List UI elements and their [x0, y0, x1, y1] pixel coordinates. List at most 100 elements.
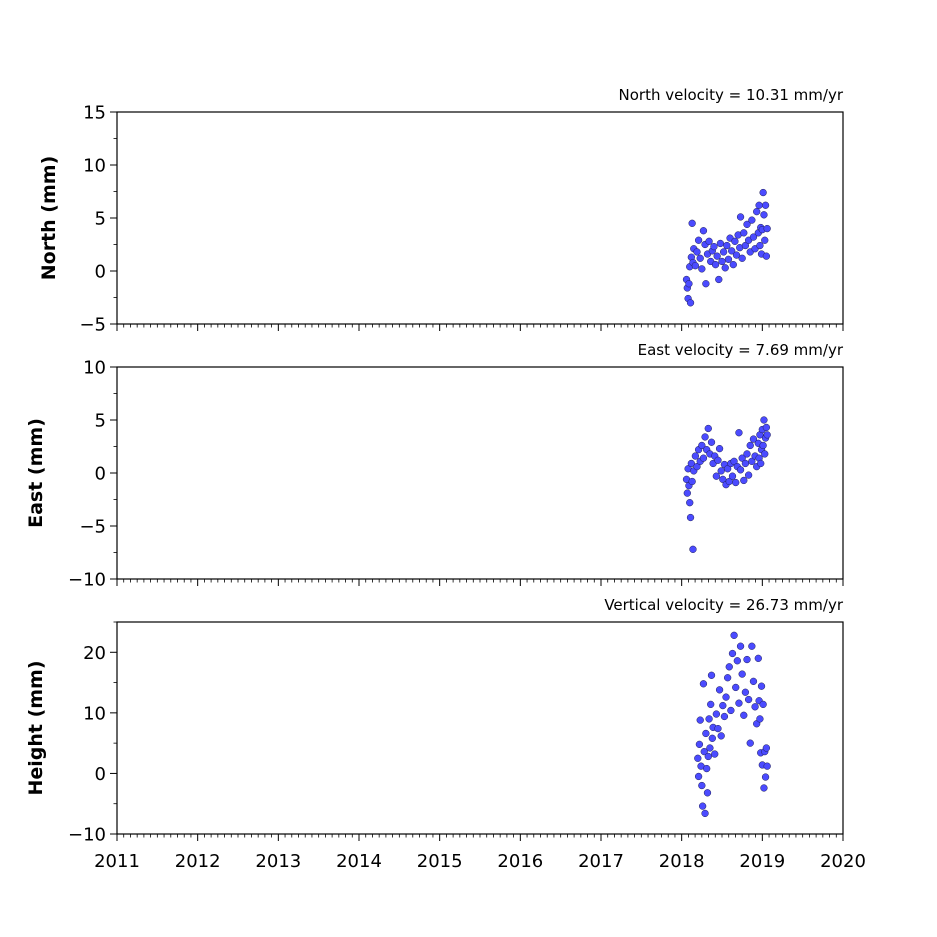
north-y-tick-label: 10: [83, 156, 106, 177]
north-data-point: [696, 254, 704, 262]
east-data-point: [698, 441, 706, 450]
north-data-point: [721, 264, 729, 272]
height-data-point: [720, 712, 729, 721]
height-data-point: [743, 655, 751, 664]
height-data-point: [728, 649, 737, 658]
height-x-tick-label: 2013: [255, 851, 301, 872]
east-data-point: [728, 472, 737, 480]
north-y-tick-label: 15: [83, 103, 106, 124]
east-data-point: [761, 450, 769, 458]
east-data-point: [738, 454, 746, 462]
height-data-point: [707, 671, 716, 679]
east-data-point: [757, 459, 765, 468]
east-data-point: [719, 475, 727, 484]
east-data-point: [735, 429, 743, 437]
height-data-point: [707, 700, 715, 709]
height-data-point: [701, 809, 709, 818]
height-data-point: [732, 683, 740, 692]
height-data-point: [700, 747, 708, 756]
height-y-tick-label: 10: [83, 703, 106, 724]
height-data-point: [714, 724, 722, 733]
east-data-point: [741, 459, 750, 468]
north-data-point: [716, 239, 725, 248]
north-data-point: [761, 201, 770, 209]
east-data-point: [715, 444, 724, 453]
height-y-tick-label: −10: [68, 825, 106, 846]
height-data-point: [706, 744, 714, 752]
height-data-point: [748, 642, 756, 650]
height-data-point: [757, 682, 766, 690]
east-data-point: [686, 513, 695, 522]
north-data-point: [699, 227, 708, 235]
east-data-point: [762, 423, 771, 432]
east-data-point: [732, 478, 740, 487]
east-data-point: [691, 452, 700, 460]
height-data-point: [735, 699, 743, 707]
height-data-point: [763, 762, 771, 770]
north-data-point: [719, 248, 728, 256]
north-data-point: [718, 257, 726, 266]
north-data-point: [760, 211, 768, 219]
north-data-point: [762, 252, 771, 260]
height-data-point: [705, 715, 713, 723]
height-data-point: [762, 744, 771, 752]
height-ylabel: Height (mm): [25, 660, 47, 795]
east-data-point: [693, 462, 701, 471]
height-y-tick-label: 0: [95, 764, 106, 785]
east-y-tick-label: 5: [95, 411, 106, 432]
height-data-point: [695, 740, 704, 749]
east-data-point: [689, 545, 697, 553]
east-data-point: [699, 454, 708, 462]
east-data-point: [736, 466, 745, 474]
east-ylabel: East (mm): [25, 418, 47, 528]
height-data-point: [694, 754, 702, 762]
height-x-tick-label: 2014: [336, 851, 382, 872]
east-y-tick-label: −10: [68, 570, 106, 591]
panel-north: North velocity = 10.31 mm/yr North (mm) …: [38, 86, 844, 336]
height-data-point: [719, 701, 727, 710]
height-data-point: [702, 729, 710, 738]
panel-east: East velocity = 7.69 mm/yr East (mm) −10…: [25, 341, 844, 591]
height-x-tick-label: 2012: [175, 851, 221, 872]
north-data-point: [711, 260, 720, 269]
north-data-point: [743, 220, 751, 229]
east-data-point: [743, 450, 751, 458]
north-data-point: [753, 207, 761, 216]
east-data-point: [723, 465, 732, 473]
north-velocity-title: North velocity = 10.31 mm/yr: [619, 86, 844, 104]
height-data-point: [736, 642, 745, 650]
height-data-point: [703, 764, 711, 773]
north-data-point: [732, 251, 741, 259]
east-y-tick-label: −5: [79, 517, 106, 538]
height-data-point: [749, 677, 758, 686]
height-y-tick-label: 20: [83, 643, 106, 664]
east-data-point: [744, 471, 753, 479]
north-data-point: [756, 241, 764, 250]
height-data-point: [698, 802, 707, 810]
height-data-point: [708, 734, 716, 742]
height-data-point: [717, 732, 725, 740]
north-data-point: [715, 275, 723, 284]
north-ylabel: North (mm): [38, 156, 60, 281]
east-data-point: [714, 456, 722, 464]
height-data-point: [738, 670, 746, 678]
height-data-point: [744, 695, 753, 704]
height-x-tick-label: 2020: [820, 851, 866, 872]
east-y-tick-label: 10: [83, 358, 106, 379]
east-velocity-title: East velocity = 7.69 mm/yr: [638, 341, 844, 359]
height-data-point: [698, 781, 706, 790]
north-data-point: [749, 233, 758, 241]
north-data-point: [738, 254, 746, 262]
north-data-point: [698, 265, 706, 273]
north-data-point: [685, 280, 693, 288]
height-x-tick-label: 2019: [739, 851, 785, 872]
east-data-point: [707, 438, 716, 446]
north-data-point: [724, 255, 733, 263]
east-data-point: [749, 435, 758, 443]
north-data-point: [729, 260, 737, 269]
north-data-point: [693, 248, 701, 256]
height-data-point: [723, 674, 732, 682]
height-data-point: [761, 773, 770, 781]
north-data-point: [705, 237, 713, 245]
